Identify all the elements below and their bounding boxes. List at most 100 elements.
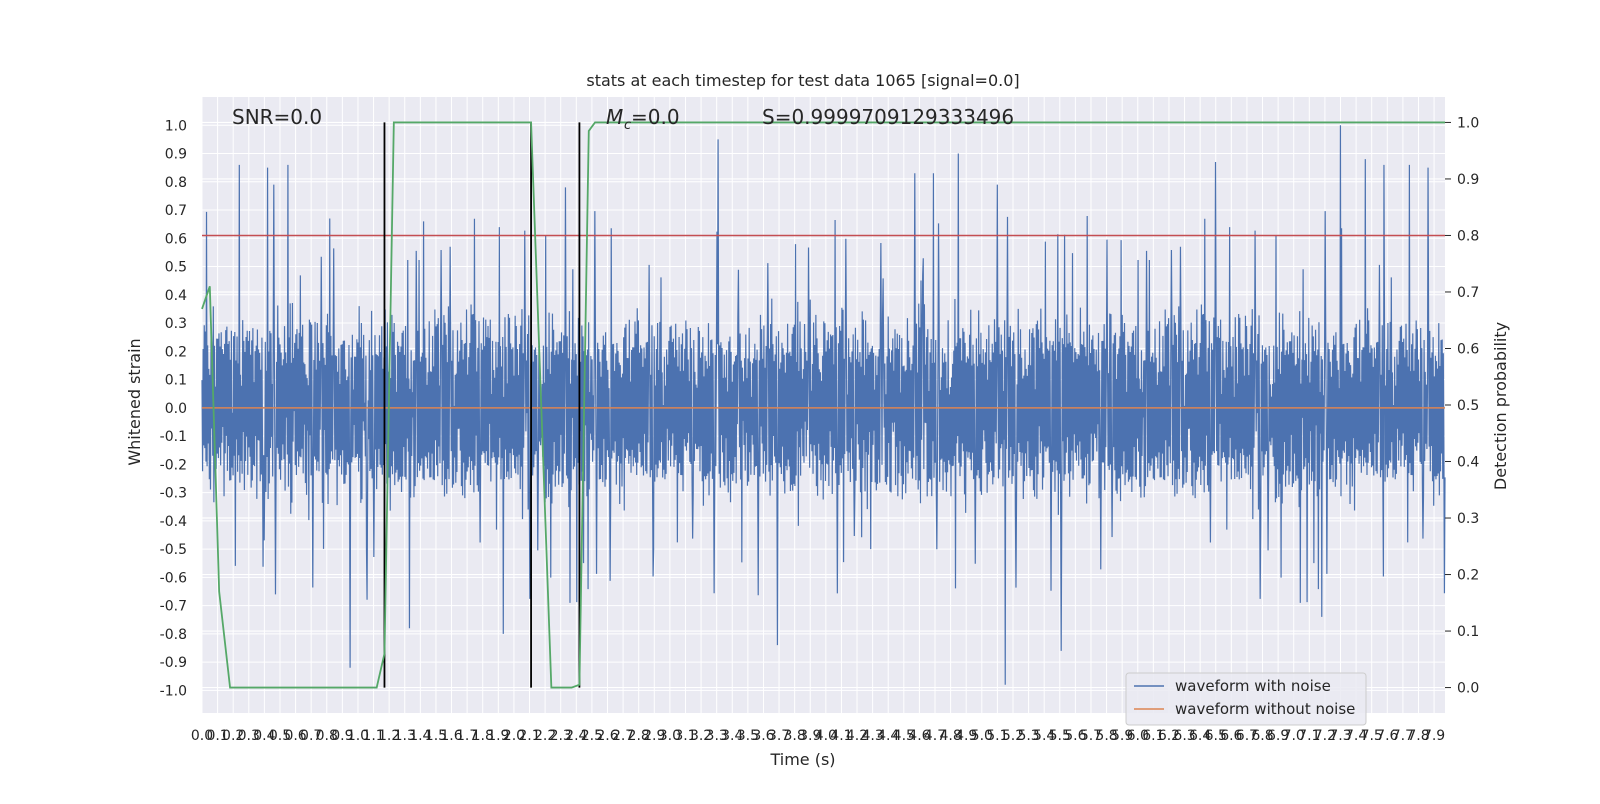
x-tick-label: 0.1 xyxy=(206,728,228,744)
y2-axis-label: Detection probability xyxy=(1491,322,1510,490)
y2-tick-label: 0.9 xyxy=(1457,172,1479,188)
x-tick-label: 0.7 xyxy=(300,728,322,744)
snr-annotation: SNR=0.0 xyxy=(232,105,322,129)
x-tick-label: 2.4 xyxy=(565,728,587,744)
mc-symbol: M xyxy=(606,105,623,129)
y2-tick-label: 0.3 xyxy=(1457,511,1479,527)
x-tick-label: 4.5 xyxy=(893,728,915,744)
y2-tick-label: 0.7 xyxy=(1457,285,1479,301)
x-tick-label: 2.1 xyxy=(518,728,540,744)
legend: waveform with noise waveform without noi… xyxy=(1125,672,1367,726)
x-tick-label: 6.7 xyxy=(1236,728,1258,744)
x-tick-label: 1.7 xyxy=(456,728,478,744)
x-tick-label: 7.8 xyxy=(1407,728,1429,744)
x-tick-label: 4.3 xyxy=(861,728,883,744)
x-tick-label: 6.9 xyxy=(1267,728,1289,744)
y-tick-label: 0.5 xyxy=(165,260,187,276)
y2-tick-label: 0.5 xyxy=(1457,398,1479,414)
x-tick-label: 4.4 xyxy=(877,728,899,744)
x-tick-label: 5.2 xyxy=(1002,728,1024,744)
x-tick-label: 7.9 xyxy=(1423,728,1445,744)
x-tick-label: 0.5 xyxy=(269,728,291,744)
vertical-markers xyxy=(383,122,581,688)
x-tick-label: 1.0 xyxy=(347,728,369,744)
x-tick-label: 5.5 xyxy=(1049,728,1071,744)
x-tick-label: 0.9 xyxy=(331,728,353,744)
x-tick-label: 1.9 xyxy=(487,728,509,744)
x-axis-label: Time (s) xyxy=(769,750,835,769)
x-tick-label: 3.6 xyxy=(752,728,774,744)
y2-tick-label: 0.2 xyxy=(1457,568,1479,584)
x-tick-label: 0.0 xyxy=(191,728,213,744)
y2-tick-label: 0.4 xyxy=(1457,455,1479,471)
legend-frame xyxy=(1125,672,1367,726)
x-tick-label: 1.6 xyxy=(440,728,462,744)
x-tick-label: 5.8 xyxy=(1095,728,1117,744)
s-annotation: S=0.9999709129333496 xyxy=(762,105,1014,129)
mc-value: =0.0 xyxy=(631,105,680,129)
waveform-with-noise-line xyxy=(201,125,1446,685)
y-tick-label: 0.8 xyxy=(165,175,187,191)
y-tick-label: -0.7 xyxy=(160,599,187,615)
x-tick-label: 2.9 xyxy=(643,728,665,744)
x-tick-label: 5.9 xyxy=(1111,728,1133,744)
x-tick-label: 0.4 xyxy=(253,728,275,744)
plot-area xyxy=(201,97,1446,713)
x-tick-label: 2.3 xyxy=(550,728,572,744)
y2-tick-label: 1.0 xyxy=(1457,115,1479,131)
x-tick-label: 4.1 xyxy=(830,728,852,744)
legend-label-noise: waveform with noise xyxy=(1175,677,1331,695)
y-tick-label: -0.4 xyxy=(160,514,187,530)
y-tick-label: -0.3 xyxy=(160,486,187,502)
x-tick-label: 4.8 xyxy=(939,728,961,744)
legend-label-clean: waveform without noise xyxy=(1175,700,1355,718)
x-tick-label: 3.3 xyxy=(706,728,728,744)
x-tick-label: 6.6 xyxy=(1220,728,1242,744)
y-tick-label: -0.6 xyxy=(160,570,187,586)
x-tick-label: 0.6 xyxy=(284,728,306,744)
x-tick-label: 3.1 xyxy=(674,728,696,744)
y-tick-label: -0.2 xyxy=(160,457,187,473)
x-tick-label: 7.5 xyxy=(1361,728,1383,744)
x-tick-label: 7.0 xyxy=(1283,728,1305,744)
x-tick-label: 6.4 xyxy=(1189,728,1211,744)
y2-tick-label: 0.8 xyxy=(1457,228,1479,244)
x-tick-label: 1.2 xyxy=(378,728,400,744)
x-tick-label: 2.7 xyxy=(612,728,634,744)
x-tick-label: 7.7 xyxy=(1392,728,1414,744)
x-tick-label: 4.0 xyxy=(815,728,837,744)
x-tick-label: 4.6 xyxy=(908,728,930,744)
x-tick-label: 3.8 xyxy=(784,728,806,744)
y2-tick-label: 0.6 xyxy=(1457,341,1479,357)
x-tick-label: 0.3 xyxy=(238,728,260,744)
y-tick-label: 0.4 xyxy=(165,288,187,304)
mc-annotation: M c =0.0 xyxy=(606,105,680,133)
x-tick-label: 6.3 xyxy=(1173,728,1195,744)
y2-axis-ticks: 0.0 0.1 0.2 0.3 0.4 0.5 0.6 0.7 0.8 0.9 1.0 xyxy=(1445,115,1479,697)
x-tick-label: 2.2 xyxy=(534,728,556,744)
x-tick-label: 1.1 xyxy=(362,728,384,744)
x-tick-label: 1.8 xyxy=(472,728,494,744)
x-tick-label: 0.2 xyxy=(222,728,244,744)
y-tick-label: -0.8 xyxy=(160,627,187,643)
x-tick-label: 1.5 xyxy=(425,728,447,744)
detection-probability-line xyxy=(201,121,1445,689)
x-tick-label: 7.1 xyxy=(1298,728,1320,744)
y-tick-label: 0.3 xyxy=(165,316,187,332)
x-tick-label: 5.3 xyxy=(1017,728,1039,744)
y-tick-label: -0.1 xyxy=(160,429,187,445)
x-tick-label: 6.5 xyxy=(1205,728,1227,744)
x-tick-label: 5.4 xyxy=(1033,728,1055,744)
x-tick-label: 5.1 xyxy=(986,728,1008,744)
x-tick-label: 4.2 xyxy=(846,728,868,744)
y-axis-ticks: -1.0 -0.9 -0.8 -0.7 -0.6 -0.5 -0.4 -0.3 -0.2 -0.1… xyxy=(160,118,187,699)
x-tick-label: 3.5 xyxy=(737,728,759,744)
y-tick-label: 0.2 xyxy=(165,344,187,360)
x-tick-label: 3.0 xyxy=(659,728,681,744)
mc-subscript: c xyxy=(624,118,631,133)
x-tick-label: 3.7 xyxy=(768,728,790,744)
x-tick-label: 3.2 xyxy=(690,728,712,744)
x-tick-label: 3.4 xyxy=(721,728,743,744)
